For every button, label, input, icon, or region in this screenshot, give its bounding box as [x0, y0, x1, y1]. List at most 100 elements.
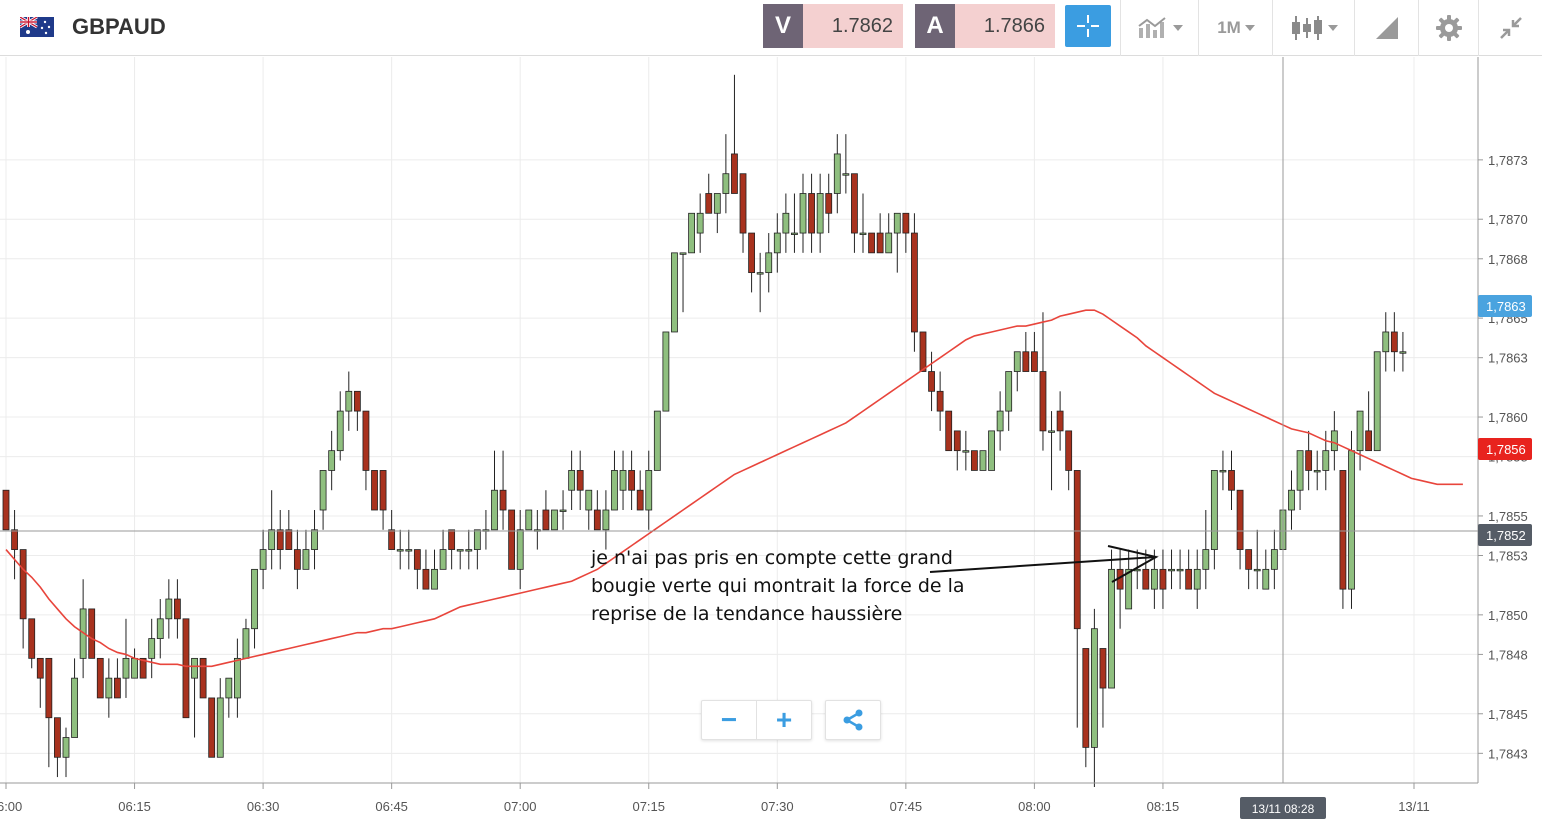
candle-down	[182, 618, 190, 719]
price-chart[interactable]: 1,7843 1,7845 1,7848 1,7850 1,7853 1,7855 1,78…	[0, 57, 1542, 822]
y-tick-label: 1,7850	[1488, 608, 1528, 623]
candle-up	[1168, 568, 1175, 572]
instrument-symbol: GBPAUD	[72, 14, 166, 39]
y-tick-label: 1,7868	[1488, 252, 1528, 267]
candle-up	[842, 173, 850, 176]
crosshair-price-label-bg	[1478, 524, 1532, 546]
candle-up	[516, 529, 524, 570]
candle-down	[422, 568, 430, 590]
candle-up	[242, 628, 250, 659]
candle-down	[173, 598, 181, 620]
candle-up	[696, 212, 704, 234]
share-button[interactable]	[826, 701, 880, 739]
candle-down	[1305, 450, 1313, 471]
share-control	[825, 700, 881, 740]
x-tick-label: 07:45	[890, 799, 923, 814]
candle-up	[1356, 410, 1364, 452]
buy-price[interactable]: 1.7866	[955, 4, 1055, 48]
crosshair-price-label: 1,7852	[1486, 528, 1526, 543]
candle-down	[88, 608, 96, 659]
y-tick-label: 1,7853	[1488, 549, 1528, 564]
sell-quote[interactable]: V 1.7862	[763, 4, 903, 48]
marker-price-label-bg	[1478, 438, 1532, 460]
candle-up	[1296, 450, 1304, 491]
candle-up	[1382, 331, 1390, 353]
candle-down	[593, 509, 601, 531]
candle-up	[465, 549, 473, 552]
candle-down	[388, 529, 396, 550]
candle-down	[19, 549, 27, 620]
candle-up	[525, 509, 533, 531]
candlestick-button[interactable]	[1276, 0, 1352, 56]
buy-quote[interactable]: A 1.7866	[915, 4, 1055, 48]
collapse-button[interactable]	[1482, 0, 1540, 56]
draw-tools-button[interactable]	[1358, 0, 1416, 56]
candle-down	[1236, 489, 1244, 550]
candle-up	[662, 331, 670, 412]
settings-button[interactable]	[1422, 0, 1476, 56]
candle-down	[1082, 648, 1090, 748]
candle-down	[96, 657, 104, 699]
chart-type-button[interactable]	[1124, 0, 1196, 56]
candle-down	[636, 489, 644, 511]
candle-up	[559, 509, 567, 512]
candle-up	[71, 677, 78, 738]
candle-up	[756, 272, 764, 275]
candle-up	[1005, 371, 1013, 412]
candle-down	[748, 232, 755, 274]
zoom-controls: − +	[701, 700, 812, 740]
candle-down	[114, 677, 121, 699]
candle-up	[268, 529, 276, 550]
candle-up	[431, 568, 438, 590]
candle-up	[62, 737, 70, 758]
candle-up	[653, 410, 661, 471]
candle-up	[799, 193, 807, 234]
candle-up	[688, 212, 695, 254]
candle-down	[919, 331, 927, 372]
candle-down	[936, 390, 944, 412]
x-tick-label: 08:00	[1018, 799, 1051, 814]
x-tick-label: 07:00	[504, 799, 537, 814]
x-tick-label: 08:15	[1147, 799, 1180, 814]
candle-down	[1339, 470, 1347, 590]
candle-up	[859, 232, 867, 235]
candle-down	[731, 153, 738, 194]
candle-down	[362, 410, 370, 471]
candle-down	[825, 193, 833, 214]
candle-up	[1322, 450, 1330, 471]
candle-up	[713, 193, 721, 214]
candle-up	[1348, 450, 1355, 590]
candle-up	[405, 549, 413, 552]
candle-up	[105, 677, 113, 699]
current-price-label-bg	[1478, 295, 1532, 317]
timeframe-label: 1M	[1217, 18, 1241, 37]
buy-label[interactable]: A	[915, 4, 955, 48]
candle-up	[679, 252, 687, 255]
y-tick-label: 1,7843	[1488, 746, 1528, 761]
candle-up	[1150, 568, 1158, 590]
candle-up	[165, 598, 173, 620]
crosshair-time-label: 13/11 08:28	[1252, 802, 1315, 816]
candle-down	[945, 410, 953, 452]
candle-up	[328, 450, 336, 471]
draw-tools-icon	[1376, 17, 1398, 39]
candle-up	[122, 657, 130, 679]
candle-up	[259, 549, 267, 570]
candle-down	[285, 529, 293, 550]
candle-down	[1245, 549, 1253, 570]
candle-down	[928, 371, 935, 392]
zoom-out-button[interactable]: −	[702, 701, 756, 739]
timeframe-button[interactable]: 1M	[1202, 0, 1270, 56]
zoom-in-button[interactable]: +	[757, 701, 811, 739]
candle-up	[1330, 430, 1338, 452]
candle-down	[1031, 351, 1038, 372]
candle-up	[671, 252, 678, 333]
candle-up	[156, 618, 164, 639]
candle-up	[1373, 351, 1381, 452]
candle-up	[1048, 430, 1055, 433]
candle-down	[1142, 568, 1150, 590]
candle-up	[1193, 568, 1201, 590]
sell-label[interactable]: V	[763, 4, 803, 48]
sell-price[interactable]: 1.7862	[803, 4, 903, 48]
crosshair-button[interactable]	[1065, 5, 1111, 47]
